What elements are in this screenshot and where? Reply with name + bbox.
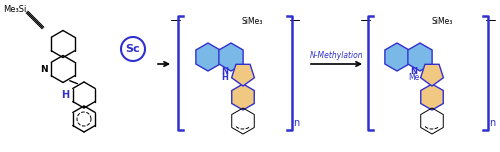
Polygon shape [232, 64, 254, 86]
Polygon shape [420, 64, 444, 86]
Polygon shape [219, 43, 243, 71]
Text: n: n [293, 118, 299, 128]
Polygon shape [420, 84, 444, 110]
Text: N: N [410, 67, 418, 76]
Polygon shape [385, 43, 409, 71]
Polygon shape [232, 84, 254, 110]
Polygon shape [408, 43, 432, 71]
Text: SiMe₃: SiMe₃ [432, 17, 454, 26]
Text: H: H [61, 90, 69, 100]
Text: Me: Me [408, 73, 420, 82]
Text: H: H [222, 73, 228, 82]
Text: N: N [40, 64, 48, 74]
Text: N: N [222, 67, 228, 76]
Text: n: n [489, 118, 495, 128]
Text: N-Methylation: N-Methylation [310, 50, 364, 59]
Polygon shape [196, 43, 220, 71]
Text: Sc: Sc [126, 44, 140, 54]
Text: Me₃Si: Me₃Si [3, 5, 26, 14]
Text: SiMe₃: SiMe₃ [242, 17, 264, 26]
